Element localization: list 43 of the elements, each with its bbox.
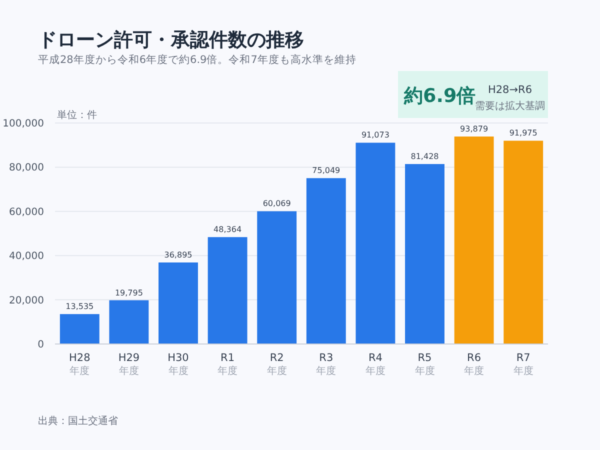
data-label: 91,975 (509, 128, 538, 138)
bar (158, 262, 198, 344)
text: 需要は拡大基調 (475, 100, 545, 112)
x-tick-label: H30 年度 (168, 352, 189, 377)
bar (60, 314, 100, 344)
x-tick-label: R5 年度 (414, 352, 435, 377)
data-label: 75,049 (312, 166, 340, 176)
y-tick-label: 100,000 (2, 118, 44, 130)
data-label: 48,364 (214, 225, 242, 234)
chart-subtitle: 平成28年度から令和6年度で約6.9倍。令和7年度も高水準を維持 (38, 53, 356, 66)
x-tick-label: R6 年度 (464, 352, 484, 377)
bar (109, 300, 149, 344)
data-label: 91,073 (361, 130, 390, 140)
data-label: 81,428 (410, 152, 439, 162)
bar (504, 140, 544, 344)
y-tick-label: 40,000 (9, 251, 44, 262)
x-tick-label: R2 年度 (266, 352, 287, 377)
source-note: 出典：国土交通省 (38, 415, 118, 427)
data-label: 36,895 (164, 250, 192, 260)
x-tick-label: R3 年度 (316, 352, 336, 377)
bar (208, 237, 248, 344)
bar (257, 211, 297, 344)
y-tick-label: 80,000 (9, 162, 44, 174)
text: 単位：件 (57, 109, 97, 121)
x-tick-label: R4 年度 (365, 352, 386, 377)
data-label: 19,795 (114, 288, 143, 298)
text: H28→R6 (488, 84, 532, 96)
x-tick-label: R7 年度 (513, 352, 534, 377)
y-tick-label: 20,000 (9, 295, 44, 306)
bar (306, 178, 346, 344)
bar (356, 142, 396, 344)
data-label: 13,535 (66, 302, 94, 312)
y-tick-label: 0 (38, 340, 44, 350)
bar (405, 164, 444, 344)
x-tick-label: R1 年度 (218, 352, 238, 377)
text: 約6.9倍 (403, 85, 476, 107)
bar (454, 136, 494, 344)
chart-title: ドローン許可・承認件数の推移 (38, 29, 304, 51)
y-tick-label: 60,000 (9, 206, 44, 218)
x-tick-label: H28 年度 (69, 352, 90, 377)
data-label: 60,069 (262, 199, 291, 208)
x-tick-label: H29 年度 (118, 352, 140, 377)
data-label: 93,879 (460, 124, 488, 134)
